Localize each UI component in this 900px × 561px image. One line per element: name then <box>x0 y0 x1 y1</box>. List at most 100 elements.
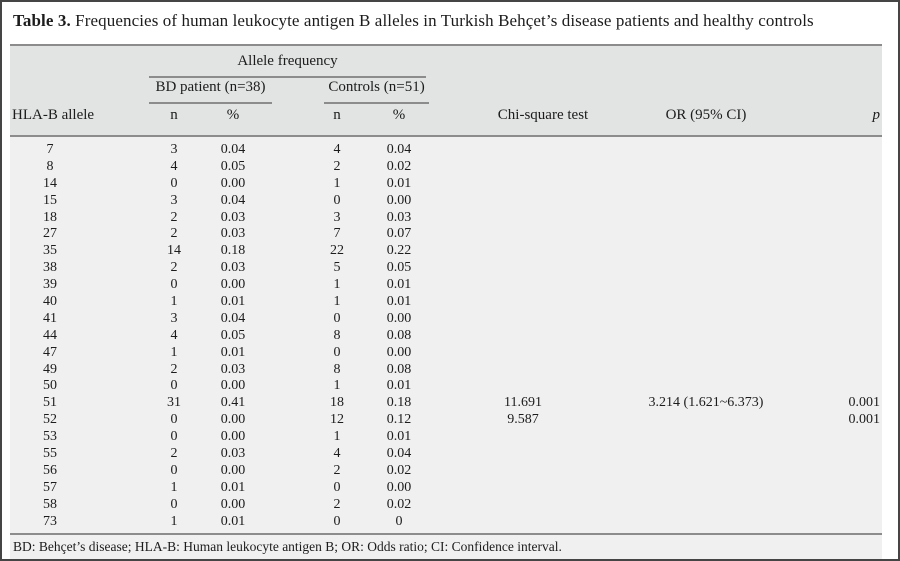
cell-allele: 40 <box>43 294 57 310</box>
cell-controls-pct: 0.18 <box>386 395 412 411</box>
cell-allele: 27 <box>43 226 57 242</box>
cell-controls-pct: 0.03 <box>386 209 412 225</box>
cell-allele: 39 <box>43 277 57 293</box>
cell-bd-pct: 0.05 <box>220 327 246 343</box>
cell-bd-pct: 0.03 <box>220 226 246 242</box>
col-header-chi-square: Chi-square test <box>497 107 589 123</box>
cell-bd-n: 0 <box>170 462 178 478</box>
cell-bd-n: 2 <box>170 260 178 276</box>
cell-bd-pct: 0.03 <box>220 361 246 377</box>
cell-bd-pct: 0.01 <box>220 294 246 310</box>
table-number: Table 3. <box>13 11 71 30</box>
cell-controls-n: 12 <box>330 412 344 428</box>
cell-allele: 8 <box>46 158 54 174</box>
cell-controls-pct: 0.01 <box>386 429 412 445</box>
cell-bd-n: 0 <box>170 378 178 394</box>
cell-controls-pct: 0.01 <box>386 277 412 293</box>
table-row: 8 4 0.05 2 0.02 <box>10 159 882 176</box>
cell-bd-pct: 0.04 <box>220 142 246 157</box>
cell-allele: 51 <box>43 395 57 411</box>
cell-chi-square: 9.587 <box>507 412 539 428</box>
cell-controls-n: 1 <box>333 294 341 310</box>
cell-bd-pct: 0.00 <box>220 412 246 428</box>
cell-bd-pct: 0.03 <box>220 446 246 462</box>
cell-bd-pct: 0.03 <box>220 209 246 225</box>
cell-controls-n: 3 <box>333 209 341 225</box>
cell-controls-n: 1 <box>333 175 341 191</box>
col-header-controls-pct: % <box>392 107 406 123</box>
table-footnote: BD: Behçet’s disease; HLA-B: Human leuko… <box>10 535 882 559</box>
table-row: 44 4 0.05 8 0.08 <box>10 328 882 345</box>
col-header-p-value: p <box>872 107 881 123</box>
cell-chi-square: 11.691 <box>504 395 542 411</box>
cell-allele: 35 <box>43 243 57 259</box>
bd-patient-group-header: BD patient (n=38) <box>149 79 272 104</box>
cell-allele: 41 <box>43 310 57 326</box>
table-body: 7 3 0.04 4 0.04 8 4 0.05 2 0.02 14 0 0.00 1 0.01 15 3 0.0… <box>10 137 882 535</box>
table-row: 50 0 0.00 1 0.01 <box>10 378 882 395</box>
cell-bd-n: 4 <box>170 327 178 343</box>
table-row: 7 3 0.04 4 0.04 <box>10 142 882 159</box>
cell-bd-pct: 0.01 <box>220 344 246 360</box>
controls-group-header: Controls (n=51) <box>324 79 429 104</box>
cell-controls-n: 2 <box>333 496 341 512</box>
col-header-or-ci: OR (95% CI) <box>665 107 747 123</box>
cell-bd-pct: 0.41 <box>220 395 246 411</box>
cell-bd-pct: 0.00 <box>220 175 246 191</box>
table-title: Table 3. Frequencies of human leukocyte … <box>13 11 814 31</box>
cell-bd-n: 3 <box>170 310 178 326</box>
table-row: 73 1 0.01 0 0 <box>10 514 882 531</box>
cell-bd-pct: 0.00 <box>220 496 246 512</box>
cell-controls-pct: 0.00 <box>386 479 412 495</box>
cell-bd-pct: 0.04 <box>220 310 246 326</box>
col-header-hla-b-allele: HLA-B allele <box>12 107 95 123</box>
cell-controls-n: 4 <box>333 446 341 462</box>
table-row: 47 1 0.01 0 0.00 <box>10 345 882 362</box>
cell-bd-pct: 0.00 <box>220 429 246 445</box>
cell-allele: 15 <box>43 192 57 208</box>
table-row: 35 14 0.18 22 0.22 <box>10 243 882 260</box>
cell-controls-pct: 0.05 <box>386 260 412 276</box>
cell-controls-n: 0 <box>333 192 341 208</box>
cell-controls-pct: 0.04 <box>386 446 412 462</box>
table-row: 18 2 0.03 3 0.03 <box>10 210 882 227</box>
cell-bd-n: 14 <box>167 243 181 259</box>
cell-controls-n: 2 <box>333 462 341 478</box>
cell-controls-n: 0 <box>333 344 341 360</box>
table-row: 51 31 0.41 18 0.18 11.691 3.214 (1.621~6.373) 0… <box>10 395 882 412</box>
cell-allele: 38 <box>43 260 57 276</box>
cell-controls-n: 0 <box>333 479 341 495</box>
cell-allele: 73 <box>43 513 57 529</box>
table-row: 55 2 0.03 4 0.04 <box>10 446 882 463</box>
cell-controls-pct: 0.07 <box>386 226 412 242</box>
cell-controls-pct: 0.01 <box>386 294 412 310</box>
table-caption-text: Frequencies of human leukocyte antigen B… <box>75 11 814 30</box>
cell-controls-pct: 0 <box>395 513 403 529</box>
table-row: 15 3 0.04 0 0.00 <box>10 193 882 210</box>
cell-bd-pct: 0.01 <box>220 479 246 495</box>
table-row: 38 2 0.03 5 0.05 <box>10 260 882 277</box>
cell-allele: 7 <box>46 142 54 157</box>
cell-controls-pct: 0.22 <box>386 243 412 259</box>
cell-bd-n: 4 <box>170 158 178 174</box>
cell-allele: 57 <box>43 479 57 495</box>
table-row: 49 2 0.03 8 0.08 <box>10 362 882 379</box>
cell-bd-n: 1 <box>170 479 178 495</box>
cell-allele: 52 <box>43 412 57 428</box>
cell-controls-n: 1 <box>333 277 341 293</box>
cell-bd-pct: 0.00 <box>220 462 246 478</box>
cell-controls-n: 8 <box>333 361 341 377</box>
cell-controls-pct: 0.08 <box>386 327 412 343</box>
cell-controls-n: 18 <box>330 395 344 411</box>
cell-bd-pct: 0.00 <box>220 277 246 293</box>
cell-controls-pct: 0.04 <box>386 142 412 157</box>
cell-bd-pct: 0.01 <box>220 513 246 529</box>
cell-controls-n: 2 <box>333 158 341 174</box>
cell-controls-pct: 0.00 <box>386 344 412 360</box>
cell-controls-n: 22 <box>330 243 344 259</box>
cell-controls-n: 0 <box>333 513 341 529</box>
cell-bd-n: 1 <box>170 294 178 310</box>
cell-bd-pct: 0.03 <box>220 260 246 276</box>
table-row: 58 0 0.00 2 0.02 <box>10 497 882 514</box>
